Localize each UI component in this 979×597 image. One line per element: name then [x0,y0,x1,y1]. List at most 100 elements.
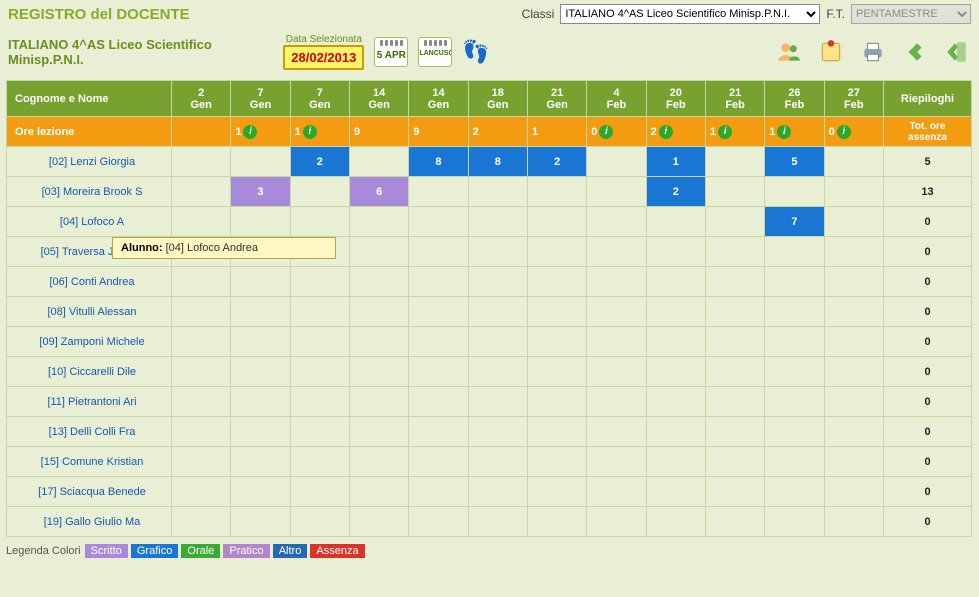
grade-cell[interactable] [824,267,883,297]
grade-cell[interactable] [409,267,468,297]
info-icon[interactable]: i [243,125,257,139]
grade-cell[interactable] [705,177,764,207]
grade-cell[interactable] [290,327,349,357]
grade-cell[interactable] [587,357,646,387]
col-header-date[interactable]: 21Feb [705,81,764,117]
grade-cell[interactable] [824,447,883,477]
grade-cell[interactable] [172,207,231,237]
grade-cell[interactable] [765,357,824,387]
grade-cell[interactable] [527,207,586,237]
student-name[interactable]: [10] Ciccarelli Dile [7,357,172,387]
col-header-date[interactable]: 2Gen [172,81,231,117]
grade-cell[interactable] [646,297,705,327]
grade-cell[interactable] [172,177,231,207]
grade-cell[interactable] [349,477,408,507]
grade-cell[interactable] [765,267,824,297]
info-icon[interactable]: i [837,125,851,139]
grade-cell[interactable] [349,297,408,327]
grade-cell[interactable] [409,417,468,447]
grade-cell[interactable] [409,387,468,417]
grade-cell[interactable] [705,507,764,537]
grade-cell[interactable] [587,267,646,297]
grade-cell[interactable] [468,507,527,537]
grade-cell[interactable] [409,327,468,357]
ore-cell[interactable]: 1i [705,117,764,147]
grade-cell[interactable] [409,237,468,267]
ore-cell[interactable]: 1i [765,117,824,147]
grade-cell[interactable] [587,417,646,447]
grade-cell[interactable] [587,147,646,177]
grade-cell[interactable]: 6 [349,177,408,207]
grade-cell[interactable] [646,237,705,267]
grade-cell[interactable] [290,267,349,297]
student-name[interactable]: [04] Lofoco A [7,207,172,237]
grade-cell[interactable] [527,267,586,297]
grade-cell[interactable] [349,327,408,357]
grade-cell[interactable] [409,447,468,477]
grade-cell[interactable] [765,387,824,417]
grade-cell[interactable] [646,387,705,417]
student-name[interactable]: [15] Comune Kristian [7,447,172,477]
grade-cell[interactable] [587,447,646,477]
grade-cell[interactable] [172,327,231,357]
grade-cell[interactable] [172,297,231,327]
grade-cell[interactable] [527,387,586,417]
grade-cell[interactable] [409,297,468,327]
student-name[interactable]: [09] Zamponi Michele [7,327,172,357]
info-icon[interactable]: i [659,125,673,139]
calendar-mini-1[interactable]: 5 APR [374,37,408,67]
print-icon[interactable] [859,38,887,66]
grade-cell[interactable] [587,477,646,507]
col-header-date[interactable]: 20Feb [646,81,705,117]
student-name[interactable]: [17] Sciacqua Benede [7,477,172,507]
col-header-date[interactable]: 26Feb [765,81,824,117]
grade-cell[interactable] [290,387,349,417]
users-icon[interactable] [775,38,803,66]
grade-cell[interactable]: 2 [290,147,349,177]
grade-cell[interactable] [646,267,705,297]
grade-cell[interactable] [765,447,824,477]
grade-cell[interactable] [527,447,586,477]
grade-cell[interactable] [468,327,527,357]
grade-cell[interactable] [468,417,527,447]
grade-cell[interactable] [468,387,527,417]
grade-cell[interactable] [349,147,408,177]
grade-cell[interactable] [290,417,349,447]
grade-cell[interactable] [527,327,586,357]
grade-cell[interactable] [824,507,883,537]
grade-cell[interactable]: 7 [765,207,824,237]
grade-cell[interactable] [765,507,824,537]
grade-cell[interactable]: 8 [468,147,527,177]
grade-cell[interactable] [349,357,408,387]
grade-cell[interactable] [172,147,231,177]
note-icon[interactable] [817,38,845,66]
grade-cell[interactable] [705,237,764,267]
ore-cell[interactable]: 9 [349,117,408,147]
grade-cell[interactable] [824,477,883,507]
ore-cell[interactable]: 1i [231,117,290,147]
ore-cell[interactable]: 1 [527,117,586,147]
student-name[interactable]: [06] Conti Andrea [7,267,172,297]
grade-cell[interactable] [587,297,646,327]
grade-cell[interactable] [765,297,824,327]
grade-cell[interactable] [527,297,586,327]
grade-cell[interactable] [231,297,290,327]
grade-cell[interactable] [824,177,883,207]
grade-cell[interactable] [646,357,705,387]
grade-cell[interactable] [172,447,231,477]
grade-cell[interactable] [349,237,408,267]
grade-cell[interactable] [231,417,290,447]
grade-cell[interactable] [231,477,290,507]
grade-cell[interactable] [527,177,586,207]
grade-cell[interactable] [824,207,883,237]
grade-cell[interactable] [705,417,764,447]
grade-cell[interactable] [765,237,824,267]
grade-cell[interactable] [290,447,349,477]
col-header-date[interactable]: 27Feb [824,81,883,117]
col-header-date[interactable]: 21Gen [527,81,586,117]
ore-cell[interactable]: 0i [824,117,883,147]
classi-select[interactable]: ITALIANO 4^AS Liceo Scientifico Minisp.P… [560,4,820,24]
grade-cell[interactable] [468,267,527,297]
grade-cell[interactable] [468,177,527,207]
grade-cell[interactable] [231,327,290,357]
